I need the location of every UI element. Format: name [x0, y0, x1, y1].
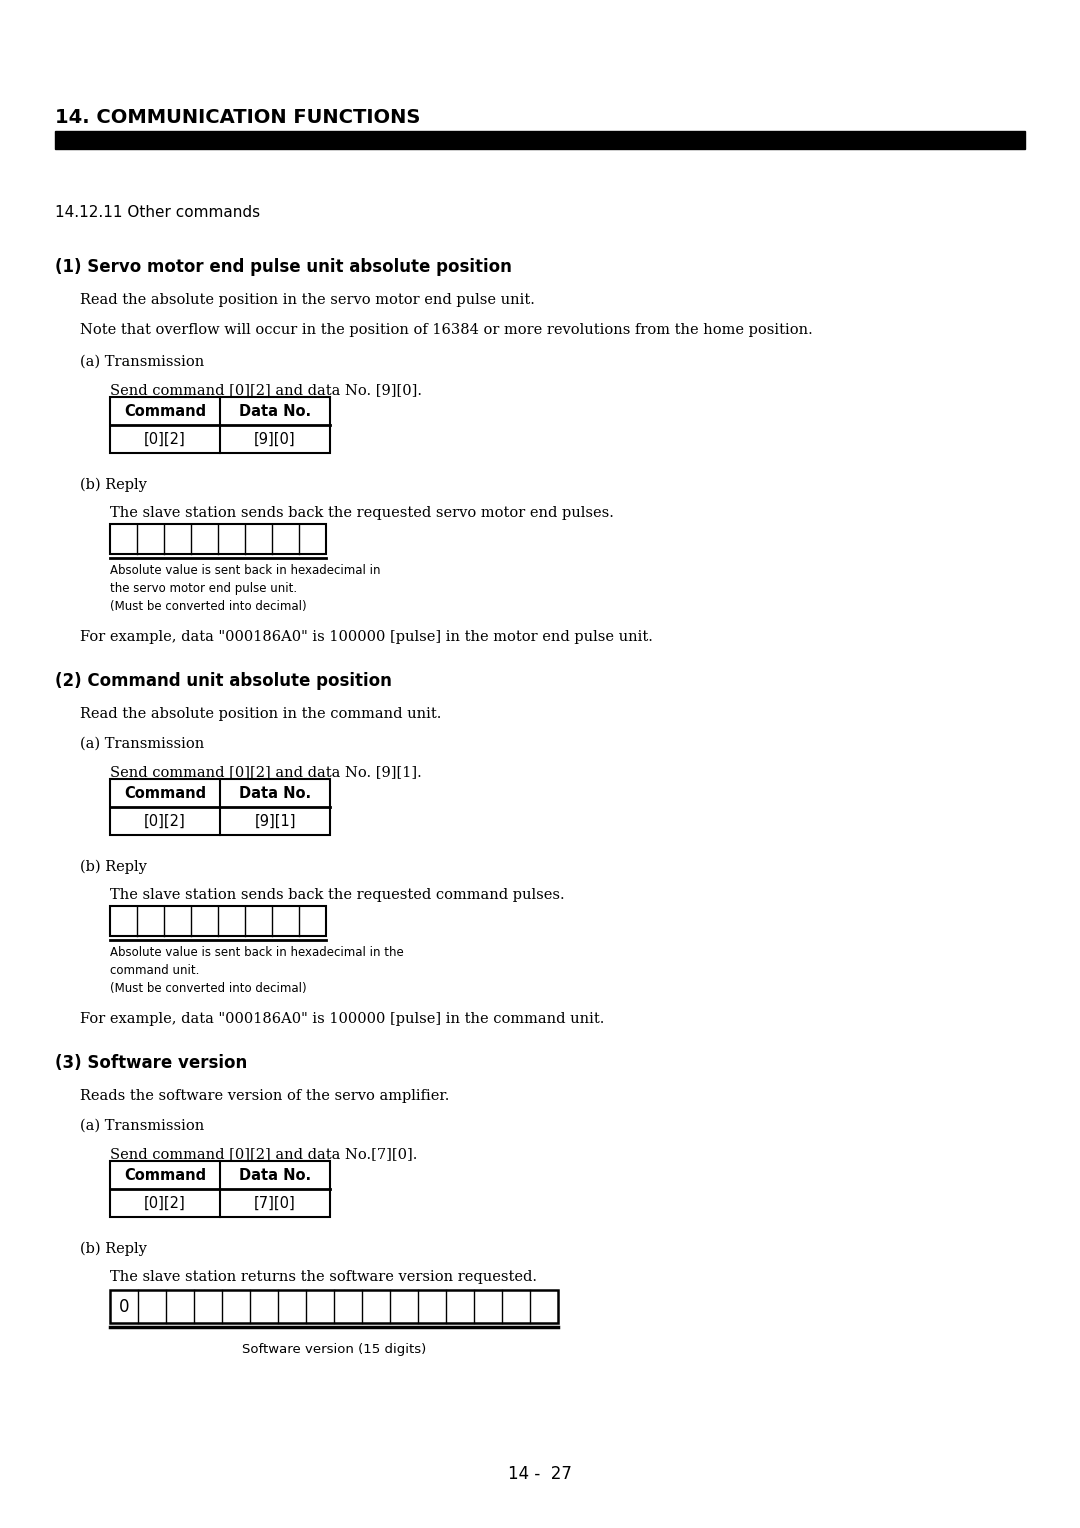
Bar [110, 397, 330, 452]
Text: (a) Transmission: (a) Transmission [80, 354, 204, 368]
Text: the servo motor end pulse unit.: the servo motor end pulse unit. [110, 582, 297, 594]
Text: 0: 0 [119, 1297, 130, 1316]
Text: [9][0]: [9][0] [254, 431, 296, 446]
Text: Command: Command [124, 1167, 206, 1183]
Bar [110, 524, 326, 555]
Bar [110, 906, 326, 937]
Bar [110, 1161, 330, 1216]
Text: Read the absolute position in the servo motor end pulse unit.: Read the absolute position in the servo … [80, 293, 535, 307]
Text: 14 -  27: 14 - 27 [508, 1465, 572, 1484]
Text: Note that overflow will occur in the position of 16384 or more revolutions from : Note that overflow will occur in the pos… [80, 322, 813, 338]
Text: 14.12.11 Other commands: 14.12.11 Other commands [55, 205, 260, 220]
Text: (a) Transmission: (a) Transmission [80, 736, 204, 750]
Text: [0][2]: [0][2] [144, 431, 186, 446]
Text: Reads the software version of the servo amplifier.: Reads the software version of the servo … [80, 1089, 449, 1103]
Text: (b) Reply: (b) Reply [80, 478, 147, 492]
Text: 14. COMMUNICATION FUNCTIONS: 14. COMMUNICATION FUNCTIONS [55, 108, 420, 127]
Text: command unit.: command unit. [110, 964, 200, 976]
Text: Command: Command [124, 403, 206, 419]
Text: [0][2]: [0][2] [144, 813, 186, 828]
Text: [9][1]: [9][1] [254, 813, 296, 828]
Text: (Must be converted into decimal): (Must be converted into decimal) [110, 601, 307, 613]
Text: Data No.: Data No. [239, 1167, 311, 1183]
Text: (2) Command unit absolute position: (2) Command unit absolute position [55, 672, 392, 691]
Text: [7][0]: [7][0] [254, 1195, 296, 1210]
Text: (3) Software version: (3) Software version [55, 1054, 247, 1073]
Text: Absolute value is sent back in hexadecimal in the: Absolute value is sent back in hexadecim… [110, 946, 404, 960]
Text: Command: Command [124, 785, 206, 801]
Text: [0][2]: [0][2] [144, 1195, 186, 1210]
Text: (b) Reply: (b) Reply [80, 860, 147, 874]
Text: (a) Transmission: (a) Transmission [80, 1118, 204, 1132]
Text: For example, data "000186A0" is 100000 [pulse] in the motor end pulse unit.: For example, data "000186A0" is 100000 [… [80, 630, 653, 643]
Text: The slave station returns the software version requested.: The slave station returns the software v… [110, 1270, 537, 1284]
Text: Send command [0][2] and data No.[7][0].: Send command [0][2] and data No.[7][0]. [110, 1148, 417, 1161]
Bar [110, 779, 330, 834]
Text: For example, data "000186A0" is 100000 [pulse] in the command unit.: For example, data "000186A0" is 100000 [… [80, 1012, 605, 1025]
Text: The slave station sends back the requested command pulses.: The slave station sends back the request… [110, 888, 565, 902]
Text: Read the absolute position in the command unit.: Read the absolute position in the comman… [80, 707, 442, 721]
Text: (1) Servo motor end pulse unit absolute position: (1) Servo motor end pulse unit absolute … [55, 258, 512, 277]
Text: Data No.: Data No. [239, 785, 311, 801]
Text: Send command [0][2] and data No. [9][1].: Send command [0][2] and data No. [9][1]. [110, 766, 422, 779]
Text: Software version (15 digits): Software version (15 digits) [242, 1343, 427, 1355]
Text: The slave station sends back the requested servo motor end pulses.: The slave station sends back the request… [110, 506, 613, 520]
Bar [110, 1290, 558, 1323]
Text: Send command [0][2] and data No. [9][0].: Send command [0][2] and data No. [9][0]. [110, 384, 422, 397]
Text: Data No.: Data No. [239, 403, 311, 419]
Text: (Must be converted into decimal): (Must be converted into decimal) [110, 983, 307, 995]
Bar [55, 131, 1025, 150]
Text: Absolute value is sent back in hexadecimal in: Absolute value is sent back in hexadecim… [110, 564, 380, 578]
Text: (b) Reply: (b) Reply [80, 1242, 147, 1256]
